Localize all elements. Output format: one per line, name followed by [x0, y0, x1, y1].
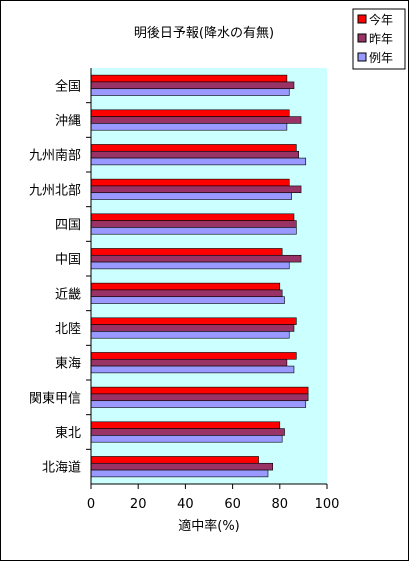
legend-label-例年: 例年	[369, 51, 393, 65]
category-label-九州南部: 九州南部	[29, 148, 81, 164]
category-label-全国: 全国	[55, 78, 81, 94]
bar-関東甲信-例年	[90, 400, 307, 408]
bar-中国-昨年	[90, 254, 302, 263]
x-tick-label-100: 100	[315, 497, 340, 512]
category-label-東北: 東北	[55, 425, 81, 441]
legend-swatch-今年	[357, 14, 367, 24]
bar-四国-今年	[90, 213, 295, 221]
bar-関東甲信-昨年	[90, 393, 309, 402]
plot-area	[91, 68, 327, 484]
bar-四国-昨年	[90, 220, 297, 228]
legend-label-昨年: 昨年	[369, 32, 393, 46]
category-label-北陸: 北陸	[55, 321, 81, 337]
legend-label-今年: 今年	[369, 12, 393, 27]
bar-近畿-昨年	[90, 289, 283, 298]
bar-全国-今年	[90, 74, 288, 83]
bar-九州北部-今年	[90, 178, 290, 187]
category-label-九州北部: 九州北部	[29, 183, 81, 198]
x-tick-label-60: 60	[224, 497, 241, 512]
category-label-近畿: 近畿	[55, 287, 81, 302]
bar-全国-例年	[90, 88, 290, 96]
category-label-北海道: 北海道	[42, 461, 81, 476]
bar-東北-今年	[90, 421, 281, 429]
bar-九州北部-例年	[90, 192, 292, 200]
chart-title: 明後日予報(降水の有無)	[134, 26, 274, 41]
bar-東北-例年	[90, 435, 283, 443]
bar-全国-昨年	[90, 81, 295, 90]
x-axis-label: 適中率(%)	[178, 518, 240, 534]
x-tick-label-40: 40	[177, 497, 194, 512]
category-label-東海: 東海	[55, 356, 81, 372]
bar-中国-今年	[90, 248, 283, 256]
bar-北陸-例年	[90, 331, 290, 339]
bar-近畿-例年	[90, 296, 285, 304]
bar-東海-今年	[90, 352, 297, 360]
bar-九州南部-昨年	[90, 150, 299, 159]
bar-沖縄-例年	[90, 123, 288, 131]
category-label-中国: 中国	[55, 253, 81, 268]
bar-近畿-今年	[90, 282, 281, 291]
bar-東北-昨年	[90, 428, 285, 436]
bar-東海-例年	[90, 365, 295, 374]
bar-九州南部-今年	[90, 144, 297, 152]
bar-関東甲信-今年	[90, 386, 309, 395]
legend-swatch-昨年	[357, 33, 367, 43]
category-label-沖縄: 沖縄	[55, 114, 81, 129]
bar-沖縄-昨年	[90, 116, 302, 124]
legend-swatch-例年	[357, 52, 367, 62]
x-tick-label-0: 0	[87, 497, 95, 512]
bar-中国-例年	[90, 261, 290, 270]
bars-group	[90, 74, 309, 478]
bar-九州南部-例年	[90, 157, 307, 166]
bar-北海道-例年	[90, 469, 269, 478]
category-label-関東甲信: 関東甲信	[29, 390, 81, 406]
x-tick-label-20: 20	[130, 497, 147, 512]
value-axis: 0 20 40 60 80 100	[87, 484, 340, 512]
bar-九州北部-昨年	[90, 185, 302, 194]
bar-北海道-昨年	[90, 462, 274, 471]
bar-四国-例年	[90, 227, 297, 235]
bar-北陸-今年	[90, 317, 297, 325]
bar-東海-昨年	[90, 358, 288, 367]
x-tick-label-80: 80	[272, 497, 289, 512]
category-label-四国: 四国	[55, 218, 81, 233]
bar-沖縄-今年	[90, 109, 290, 117]
bar-北海道-今年	[90, 456, 259, 464]
bar-北陸-昨年	[90, 324, 295, 332]
